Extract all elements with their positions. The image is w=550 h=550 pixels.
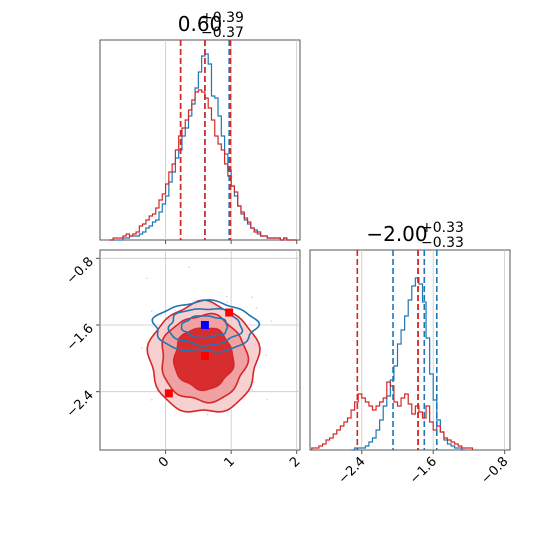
marginal-x-hist-blue xyxy=(109,53,297,241)
joint-scatter-point xyxy=(150,398,153,401)
joint-panel: 0 1 2 −0.8 −1.6 −2.4 xyxy=(64,249,304,471)
marginal-x-title-sub: −0.37 xyxy=(201,25,244,41)
joint-contour-blue xyxy=(151,298,261,353)
joint-y-ticks: −0.8 −1.6 −2.4 xyxy=(64,255,100,421)
joint-y-tick-label: −1.6 xyxy=(64,321,97,354)
marginal-y-x-ticks: −2.4 −1.6 −0.8 xyxy=(336,450,512,487)
joint-scatter-point xyxy=(225,295,228,298)
joint-marker-red xyxy=(225,308,234,317)
joint-marker-blue xyxy=(200,321,209,329)
joint-scatter-point xyxy=(265,354,267,356)
joint-scatter-point xyxy=(253,381,255,383)
marginal-y-panel: −2.4 −1.6 −0.8 −2.00 +0.33 −0.33 xyxy=(309,220,512,487)
joint-scatter-point xyxy=(146,277,148,279)
joint-marker-red xyxy=(200,351,209,360)
marginal-y-hist-blue xyxy=(351,277,466,451)
marginal-x-histograms xyxy=(109,53,297,241)
marginal-x-title-sup: +0.39 xyxy=(201,10,244,26)
marginal-x-hist-red xyxy=(109,89,297,241)
marginal-x-panel: 0.60 +0.39 −0.37 xyxy=(99,10,301,244)
joint-frame xyxy=(99,249,301,451)
marginal-y-title-sub: −0.33 xyxy=(421,235,464,251)
marginal-y-hist-red xyxy=(311,381,474,450)
marginal-x-title: 0.60 xyxy=(178,12,223,36)
marginal-y-title: −2.00 xyxy=(366,222,427,246)
joint-y-tick-label: −2.4 xyxy=(64,388,97,421)
joint-scatter-point xyxy=(140,347,143,349)
joint-x-tick-label: 0 xyxy=(156,454,172,470)
marginal-y-x-tick-label: −1.6 xyxy=(407,454,440,487)
marginal-y-title-sup: +0.33 xyxy=(421,220,464,236)
marginal-y-x-tick-label: −0.8 xyxy=(479,454,512,487)
marginal-x-frame xyxy=(99,39,301,241)
marginal-x-quantile-lines xyxy=(179,40,232,240)
marginal-y-title-value: −2.00 xyxy=(366,222,427,246)
marginal-y-x-tick-label: −2.4 xyxy=(336,454,369,487)
joint-scatter-point xyxy=(174,309,176,311)
joint-scatter-point xyxy=(226,301,228,303)
joint-scatter-point xyxy=(188,266,190,269)
marginal-y-histograms xyxy=(311,277,474,451)
marginal-y-grid xyxy=(361,250,506,450)
joint-marker-red xyxy=(164,389,173,398)
joint-x-tick-label: 1 xyxy=(222,454,238,470)
joint-markers xyxy=(164,308,234,398)
joint-x-tick-label: 2 xyxy=(287,454,303,470)
joint-scatter-point xyxy=(150,310,153,313)
joint-x-ticks: 0 1 2 xyxy=(156,450,304,471)
joint-scatter-point xyxy=(255,306,258,309)
joint-scatter-point xyxy=(266,398,269,401)
marginal-y-quantile-lines xyxy=(356,250,438,450)
joint-contour-blue xyxy=(167,307,244,347)
joint-y-tick-label: −0.8 xyxy=(64,255,97,288)
joint-contour-blue xyxy=(180,315,229,339)
marginal-x-title-value: 0.60 xyxy=(178,12,223,36)
joint-scatter-point xyxy=(250,296,253,299)
joint-scatter-point xyxy=(270,320,273,323)
joint-scatter-point xyxy=(206,413,209,416)
marginal-y-frame xyxy=(309,249,511,451)
joint-scatter-point xyxy=(251,389,254,391)
